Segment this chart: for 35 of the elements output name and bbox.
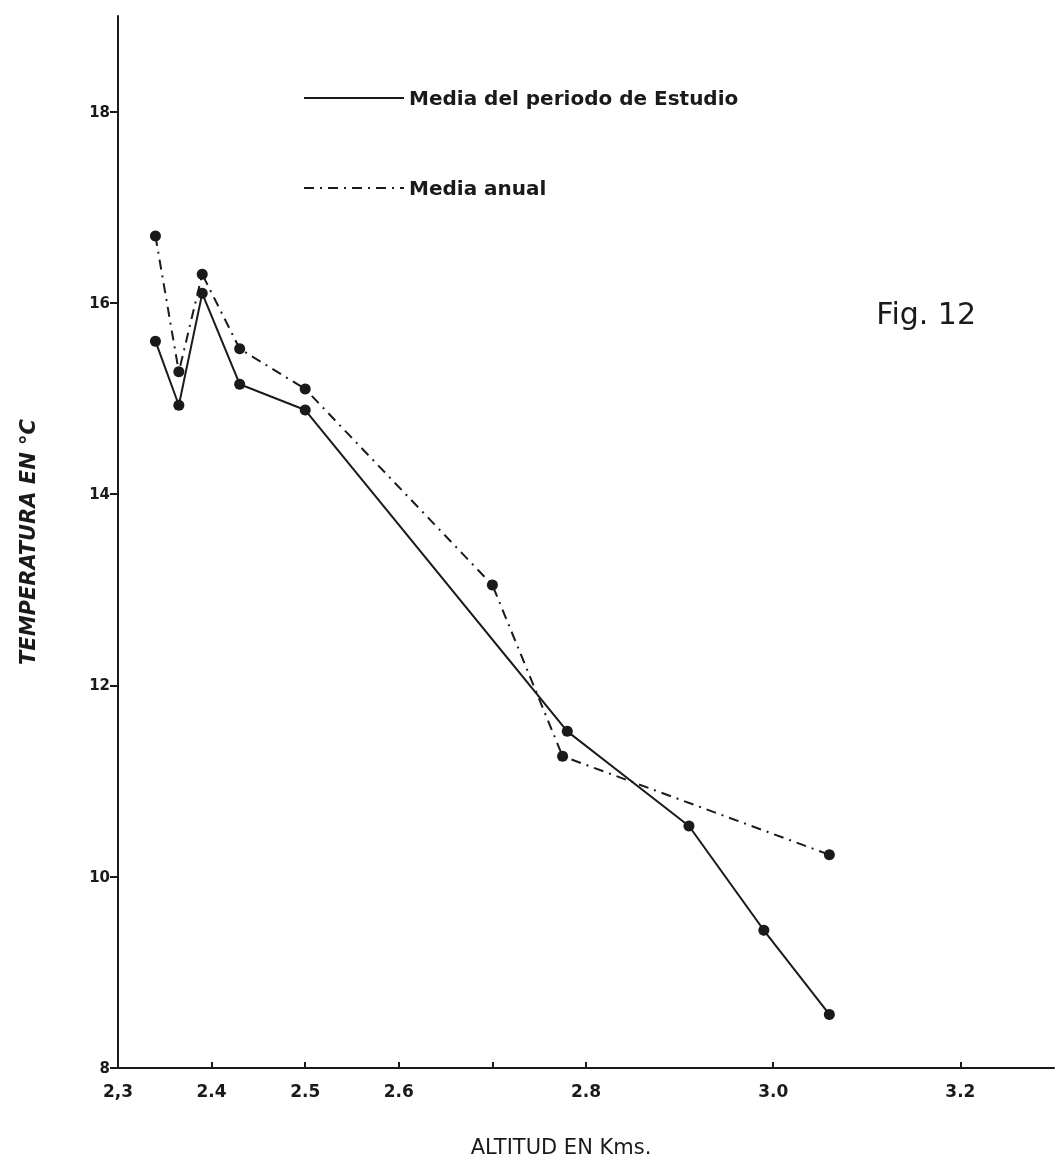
point — [823, 849, 835, 861]
point — [196, 268, 208, 280]
x-tick-label: 2.8 — [570, 1080, 602, 1101]
point — [758, 924, 770, 936]
y-tick-label: 14 — [89, 485, 110, 504]
legend-label: Media del periodo de Estudio — [409, 86, 739, 110]
point — [234, 378, 246, 390]
x-tick-label: 3.2 — [945, 1080, 976, 1101]
point — [561, 725, 573, 737]
point — [173, 399, 185, 411]
x-tick-label: 2,3 — [102, 1080, 134, 1101]
point — [149, 230, 161, 242]
legend-label: Media anual — [409, 176, 547, 200]
y-tick-label: 8 — [99, 1059, 110, 1077]
y-tick-label: 10 — [89, 867, 110, 886]
point — [299, 383, 311, 395]
y-tick-label: 16 — [89, 293, 110, 312]
x-tick-label: 2.4 — [196, 1080, 227, 1101]
point — [683, 820, 695, 832]
y-tick-label: 12 — [89, 676, 110, 695]
point — [234, 343, 246, 355]
y-tick-label: 18 — [89, 102, 110, 121]
x-tick-label: 3.0 — [758, 1080, 789, 1101]
y-axis-title: TEMPERATURA EN °C — [15, 418, 40, 665]
point — [299, 404, 311, 416]
point — [557, 750, 569, 762]
point — [196, 287, 208, 299]
point — [149, 335, 161, 347]
point — [486, 579, 498, 591]
annotation: Fig. 12 — [876, 295, 977, 331]
point — [823, 1008, 835, 1020]
x-tick-label: 2.5 — [290, 1080, 321, 1101]
point — [173, 366, 185, 378]
x-tick-label: 2.6 — [383, 1080, 414, 1101]
x-axis-title: ALTITUD EN Kms. — [470, 1134, 652, 1159]
